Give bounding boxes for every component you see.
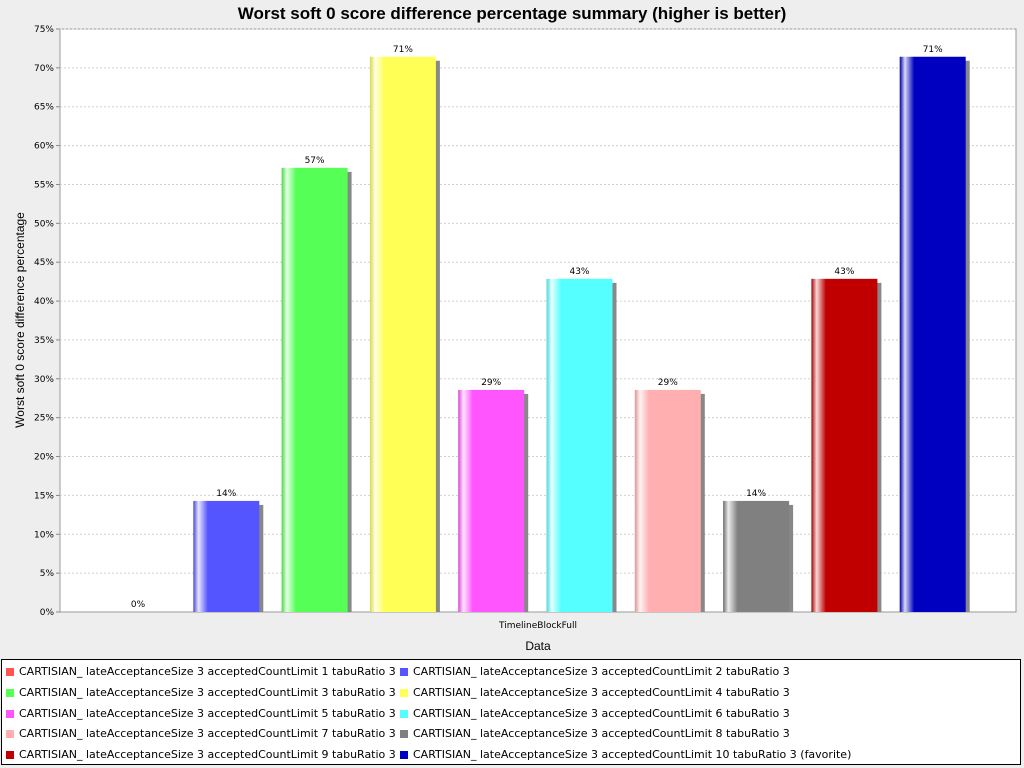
legend-label: CARTISIAN_ lateAcceptanceSize 3 accepted… xyxy=(19,665,396,678)
chart-title: Worst soft 0 score difference percentage… xyxy=(238,4,787,23)
bar xyxy=(899,56,966,613)
bar-value-label: 29% xyxy=(658,378,678,388)
y-tick-label: 70% xyxy=(34,64,54,74)
legend-swatch xyxy=(6,688,14,697)
bar-labels: 0% 14% 57% 71% 29% 43% 29% 14% 43% 71% xyxy=(131,45,943,610)
y-axis-label: Worst soft 0 score difference percentage xyxy=(13,212,27,428)
legend: CARTISIAN_ lateAcceptanceSize 3 accepted… xyxy=(1,659,1021,765)
bar xyxy=(458,389,525,612)
legend-label: CARTISIAN_ lateAcceptanceSize 3 accepted… xyxy=(413,748,852,762)
legend-label: CARTISIAN_ lateAcceptanceSize 3 accepted… xyxy=(413,665,790,678)
legend-label: CARTISIAN_ lateAcceptanceSize 3 accepted… xyxy=(413,706,790,720)
bar xyxy=(811,278,878,612)
bar-value-label: 14% xyxy=(216,489,236,499)
y-axis-ticks: 0% 5% 10% 15% 20% 25% 30% 35% 40% 45% 50% 55% 60% 65%… xyxy=(34,25,60,618)
bar-value-label: 14% xyxy=(746,489,766,499)
bar-value-label: 71% xyxy=(923,45,943,55)
legend-swatch xyxy=(400,751,408,760)
y-tick-label: 35% xyxy=(34,336,54,346)
y-tick-label: 30% xyxy=(34,375,54,385)
legend-swatch xyxy=(6,751,14,760)
bar-value-label: 43% xyxy=(569,267,589,277)
y-tick-label: 40% xyxy=(34,297,54,307)
bar-value-label: 71% xyxy=(393,45,413,55)
x-axis-label: Data xyxy=(525,639,551,653)
y-tick-label: 45% xyxy=(34,258,54,268)
legend-item: CARTISIAN_ lateAcceptanceSize 3 accepted… xyxy=(400,726,790,742)
y-tick-label: 15% xyxy=(34,491,54,501)
y-tick-label: 55% xyxy=(34,180,54,190)
y-tick-label: 5% xyxy=(40,569,55,579)
y-tick-label: 65% xyxy=(34,103,54,113)
bar xyxy=(281,167,348,612)
legend-item: CARTISIAN_ lateAcceptanceSize 3 accepted… xyxy=(400,706,790,722)
bar-value-label: 43% xyxy=(834,267,854,277)
legend-item: CARTISIAN_ lateAcceptanceSize 3 accepted… xyxy=(6,706,396,722)
legend-item: CARTISIAN_ lateAcceptanceSize 3 accepted… xyxy=(400,664,790,680)
legend-swatch xyxy=(6,730,14,739)
y-tick-label: 25% xyxy=(34,414,54,424)
y-tick-label: 20% xyxy=(34,453,54,463)
legend-swatch xyxy=(6,709,14,718)
y-tick-label: 50% xyxy=(34,219,54,229)
bars xyxy=(193,56,970,613)
y-tick-label: 10% xyxy=(34,530,54,540)
bar xyxy=(634,389,701,612)
bar-value-label: 0% xyxy=(131,600,146,610)
y-tick-label: 0% xyxy=(40,608,55,618)
bar xyxy=(193,500,260,612)
legend-swatch xyxy=(6,668,14,676)
bar-chart: Worst soft 0 score difference percentage… xyxy=(13,4,1017,653)
legend-swatch xyxy=(400,730,408,739)
legend-item: CARTISIAN_ lateAcceptanceSize 3 accepted… xyxy=(6,747,396,763)
bar-value-label: 29% xyxy=(481,378,501,388)
legend-label: CARTISIAN_ lateAcceptanceSize 3 accepted… xyxy=(19,685,396,699)
bar xyxy=(723,500,790,612)
bar xyxy=(369,56,436,613)
legend-label: CARTISIAN_ lateAcceptanceSize 3 accepted… xyxy=(19,748,396,762)
y-tick-label: 60% xyxy=(34,142,54,152)
legend-label: CARTISIAN_ lateAcceptanceSize 3 accepted… xyxy=(19,727,396,741)
legend-swatch xyxy=(400,668,408,676)
legend-item: CARTISIAN_ lateAcceptanceSize 3 accepted… xyxy=(6,664,396,680)
legend-label: CARTISIAN_ lateAcceptanceSize 3 accepted… xyxy=(413,727,790,741)
legend-item: CARTISIAN_ lateAcceptanceSize 3 accepted… xyxy=(6,726,396,742)
legend-item: CARTISIAN_ lateAcceptanceSize 3 accepted… xyxy=(6,685,396,701)
legend-item: CARTISIAN_ lateAcceptanceSize 3 accepted… xyxy=(400,685,790,701)
legend-swatch xyxy=(400,688,408,697)
legend-swatch xyxy=(400,709,408,718)
bar xyxy=(546,278,613,612)
y-tick-label: 75% xyxy=(34,25,54,35)
x-tick-label: TimelineBlockFull xyxy=(498,621,577,631)
legend-label: CARTISIAN_ lateAcceptanceSize 3 accepted… xyxy=(19,706,396,720)
legend-label: CARTISIAN_ lateAcceptanceSize 3 accepted… xyxy=(413,685,790,699)
legend-item: CARTISIAN_ lateAcceptanceSize 3 accepted… xyxy=(400,747,851,763)
bar-value-label: 57% xyxy=(305,156,325,166)
